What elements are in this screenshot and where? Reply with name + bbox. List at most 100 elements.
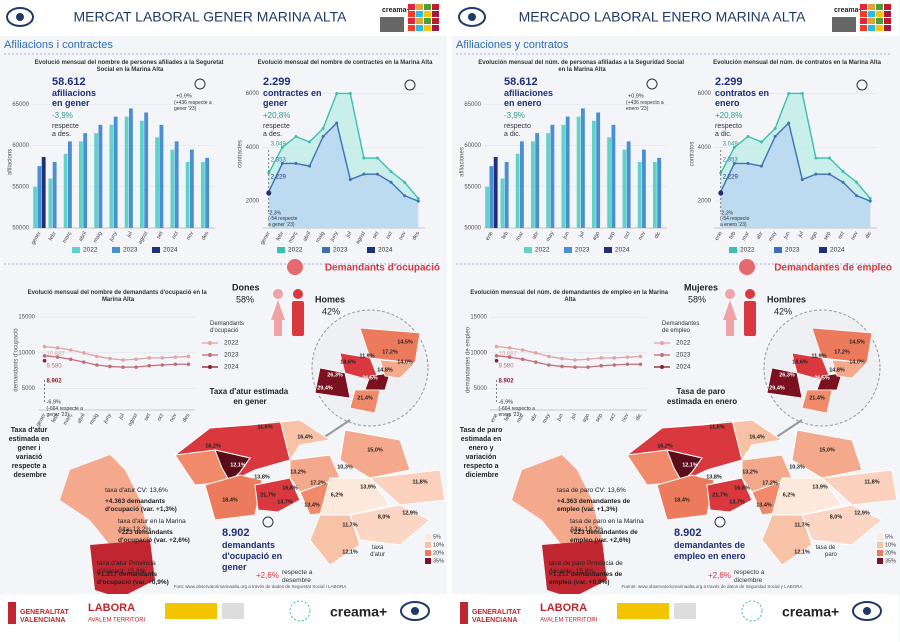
map-label: 15,0% bbox=[367, 447, 383, 453]
line bbox=[720, 121, 871, 202]
stat: +223 demandantes de empleo (var. +2,6%) bbox=[570, 529, 640, 544]
map-label: 13,7% bbox=[277, 499, 293, 505]
legend-swatch bbox=[277, 247, 285, 253]
point bbox=[134, 357, 138, 362]
point bbox=[800, 178, 804, 182]
x-tick-label: abr bbox=[531, 231, 540, 241]
gv-logo bbox=[8, 602, 16, 624]
x-tick-label: oct bbox=[171, 230, 180, 240]
map-label: 10,3% bbox=[337, 464, 353, 470]
change: -3,9% bbox=[52, 111, 73, 120]
point bbox=[108, 356, 112, 361]
x-tick-label: ene bbox=[490, 413, 500, 424]
point bbox=[348, 91, 352, 95]
sdg-icon bbox=[860, 4, 867, 10]
sdg-icon bbox=[424, 18, 431, 24]
point bbox=[732, 161, 736, 165]
logo: AVALEM TERRITORI bbox=[540, 618, 598, 624]
x-tick-label: jul bbox=[345, 231, 353, 240]
line bbox=[44, 345, 189, 361]
y-tick-label: 4000 bbox=[698, 145, 712, 151]
x-tick-label: set bbox=[372, 230, 381, 240]
section-title: Afiliaciones y contratos bbox=[456, 39, 569, 51]
logo: GENERALITAT VALENCIANA bbox=[20, 609, 71, 624]
eye-logo bbox=[6, 7, 34, 27]
legend-label: 2022 bbox=[288, 247, 303, 254]
legend-label: 2023 bbox=[575, 247, 590, 254]
annotation: 3.049 bbox=[271, 142, 287, 148]
point bbox=[800, 91, 804, 95]
title: MERCADO LABORAL ENERO MARINA ALTA bbox=[519, 9, 806, 25]
point bbox=[760, 164, 764, 168]
x-tick-label: set bbox=[143, 412, 152, 422]
stat: taxa d'atur en la Marina Alta: 13,2% bbox=[118, 518, 188, 533]
zoom-region bbox=[364, 372, 391, 391]
sdg-icon bbox=[876, 18, 883, 24]
x-tick-label: març bbox=[62, 413, 73, 427]
point bbox=[612, 363, 617, 367]
bar bbox=[591, 120, 596, 228]
legend-swatch bbox=[367, 247, 375, 253]
woman-icon bbox=[725, 289, 735, 299]
point bbox=[403, 180, 407, 184]
point bbox=[827, 172, 831, 176]
point bbox=[42, 358, 47, 363]
sdg-icon bbox=[408, 25, 415, 31]
legend-swatch bbox=[112, 247, 120, 253]
legend-point bbox=[660, 341, 664, 345]
big-label: demandantes de empleo en enero bbox=[674, 540, 748, 561]
yoy-label: (+436 respecte a gener '23) bbox=[174, 100, 213, 112]
y-tick-label: 50000 bbox=[464, 226, 481, 232]
yoy-label: (-54 respecto a enero '23) bbox=[720, 216, 751, 228]
gender-label: Dones bbox=[232, 282, 260, 292]
sdg-icon bbox=[432, 25, 439, 31]
y-axis-label: demandantes de empleo bbox=[466, 326, 472, 393]
sdg-icon bbox=[416, 11, 423, 17]
point bbox=[732, 145, 736, 149]
point bbox=[827, 156, 831, 160]
zoom-region bbox=[766, 367, 803, 399]
sdg-icon bbox=[416, 18, 423, 24]
x-tick-label: nov bbox=[185, 231, 195, 242]
legend-label: 2023 bbox=[676, 352, 691, 359]
woman-icon bbox=[723, 300, 737, 336]
big-number: 2.299 bbox=[715, 76, 743, 88]
bar bbox=[500, 178, 505, 228]
legend-label: 35% bbox=[885, 558, 896, 564]
map-label: 11,9% bbox=[811, 353, 826, 359]
point bbox=[121, 365, 125, 369]
stat: taxa d'atur CV: 13,6% bbox=[105, 487, 168, 494]
point bbox=[389, 180, 393, 184]
legend-swatch bbox=[425, 534, 431, 540]
gender-label: Hombres bbox=[767, 294, 806, 304]
point bbox=[718, 190, 724, 196]
map-label: 21,4% bbox=[809, 395, 825, 401]
point bbox=[586, 365, 590, 369]
legend-point bbox=[208, 353, 212, 357]
zoom-region bbox=[314, 367, 351, 399]
legend-swatch bbox=[564, 247, 572, 253]
sdg-icon bbox=[432, 11, 439, 17]
annotation: 2.229 bbox=[271, 175, 287, 181]
annotation: 10.887 bbox=[47, 352, 66, 358]
y-tick-label: 6000 bbox=[246, 91, 260, 97]
legend-title: Demandants d'ocupació bbox=[210, 321, 246, 334]
point bbox=[625, 362, 630, 367]
point bbox=[375, 172, 379, 176]
point bbox=[841, 169, 845, 173]
x-tick-label: des bbox=[201, 231, 211, 242]
x-tick-label: oct bbox=[623, 230, 632, 240]
province-map bbox=[542, 540, 607, 598]
map-side-title: Tasa de paro estimada en enero y variaci… bbox=[460, 427, 505, 479]
bar bbox=[41, 156, 46, 228]
line bbox=[44, 355, 189, 368]
y-tick-label: 15000 bbox=[470, 315, 487, 321]
map-region bbox=[701, 419, 784, 462]
x-tick-label: des bbox=[182, 413, 192, 424]
yoy: +0,9% bbox=[628, 93, 644, 99]
point bbox=[95, 363, 99, 367]
legend-label: 10% bbox=[433, 542, 444, 548]
point bbox=[494, 344, 499, 349]
bar bbox=[657, 157, 662, 228]
